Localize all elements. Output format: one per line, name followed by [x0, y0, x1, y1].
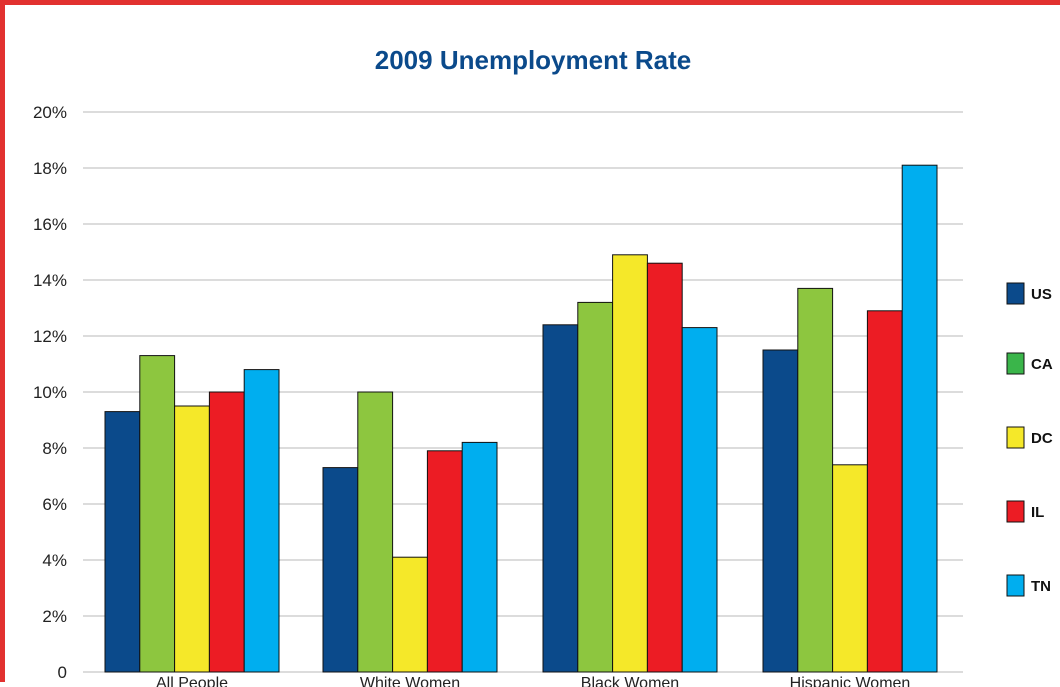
bar-il-black-women [646, 262, 683, 673]
bar-il-all-people [208, 391, 245, 673]
y-axis-ticks: 0 2% 4% 6% 8% 10% 12% 14% 16% 18% 20% [33, 103, 67, 682]
legend-swatch-ca [1006, 352, 1025, 375]
bar-il-hispanic-women [866, 310, 903, 673]
y-tick-label: 8% [42, 439, 67, 458]
y-tick-label: 18% [33, 159, 67, 178]
bar-us-hispanic-women [762, 349, 799, 673]
legend-swatch-dc [1006, 426, 1025, 449]
bar-tn-black-women [681, 327, 718, 673]
bar-ca-white-women [357, 391, 394, 673]
y-tick-label: 20% [33, 103, 67, 122]
bar-chart: 2009 Unemployment Rate 0 2% 4% 6% 8% 10% 12% 14… [33, 45, 1053, 687]
y-tick-label: 12% [33, 327, 67, 346]
bar-dc-hispanic-women [832, 464, 868, 673]
bar-dc-black-women [612, 254, 648, 673]
x-tick-label: White Women [360, 675, 460, 687]
bar-ca-hispanic-women [797, 287, 834, 673]
legend-label-tn: TN [1031, 578, 1051, 595]
bar-ca-all-people [139, 355, 176, 673]
x-tick-label: Hispanic Women [790, 675, 911, 687]
legend-label-il: IL [1031, 504, 1044, 521]
bar-tn-hispanic-women [901, 164, 938, 673]
y-tick-label: 4% [42, 551, 67, 570]
x-tick-label: All People [156, 675, 228, 687]
bar-il-white-women [426, 450, 463, 673]
x-tick-label: Black Women [581, 675, 679, 687]
bar-ca-black-women [577, 301, 614, 673]
legend-swatch-us [1006, 282, 1025, 305]
y-tick-label: 10% [33, 383, 67, 402]
bar-dc-white-women [392, 556, 428, 673]
y-tick-label: 6% [42, 495, 67, 514]
bar-tn-all-people [243, 369, 280, 673]
chart-title: 2009 Unemployment Rate [375, 45, 691, 75]
bar-dc-all-people [174, 405, 210, 673]
y-tick-label: 14% [33, 271, 67, 290]
bar-us-black-women [542, 324, 579, 673]
bar-us-white-women [322, 467, 359, 673]
y-tick-label: 16% [33, 215, 67, 234]
legend-label-ca: CA [1031, 356, 1053, 373]
y-tick-label: 2% [42, 607, 67, 626]
x-axis-ticks: All People White Women Black Women Hispanic… [156, 675, 910, 687]
legend-label-dc: DC [1031, 430, 1053, 447]
legend-swatch-il [1006, 500, 1025, 523]
bar-tn-white-women [461, 441, 498, 673]
legend: US CA DC IL TN [1006, 282, 1053, 597]
legend-swatch-tn [1006, 574, 1025, 597]
legend-label-us: US [1031, 286, 1052, 303]
y-tick-label: 0 [58, 663, 67, 682]
bar-us-all-people [104, 411, 141, 673]
bars [104, 164, 938, 673]
